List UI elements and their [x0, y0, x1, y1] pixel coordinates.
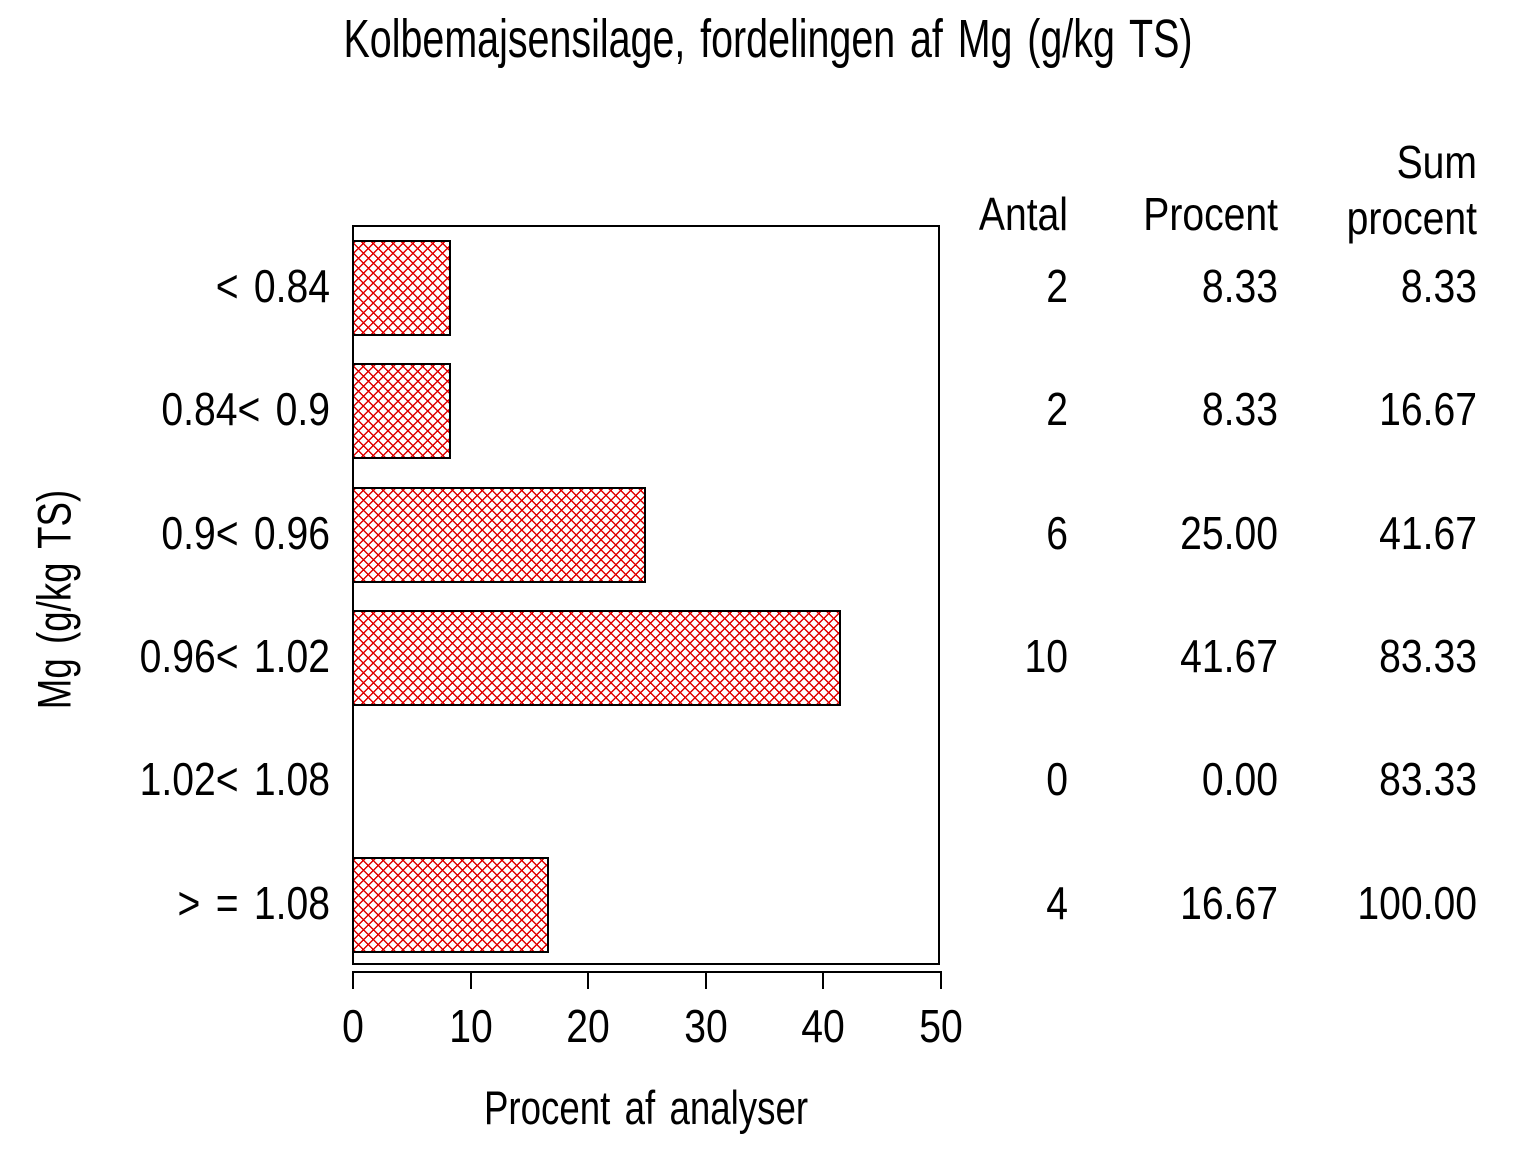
- bar-0.9-0.96: [354, 487, 646, 583]
- bar-band: [354, 227, 938, 350]
- cell-sum: 8.33: [1400, 260, 1477, 312]
- x-axis-tick: [587, 971, 589, 989]
- cell-antal: 4: [1046, 877, 1068, 929]
- category-label: 0.9< 0.96: [161, 507, 330, 559]
- category-label: 0.96< 1.02: [139, 630, 330, 682]
- cell-procent: 41.67: [1180, 630, 1278, 682]
- x-axis-tick-label: 50: [919, 1000, 963, 1052]
- x-axis-title: Procent af analyser: [483, 1081, 809, 1134]
- category-label: 1.02< 1.08: [139, 753, 330, 805]
- category-label: 0.84< 0.9: [161, 383, 330, 435]
- cell-antal: 6: [1046, 507, 1068, 559]
- table-row: 4 16.67 100.00: [0, 842, 1536, 965]
- cell-sum: 41.67: [1379, 507, 1477, 559]
- bar-band: [354, 844, 938, 967]
- header-sum-procent: Sum procent: [1256, 134, 1477, 244]
- cell-sum: 83.33: [1379, 630, 1477, 682]
- table-row: 2 8.33 16.67: [0, 348, 1536, 471]
- x-axis-tick: [470, 971, 472, 989]
- x-axis-tick-label: 10: [449, 1000, 493, 1052]
- x-axis-tick: [705, 971, 707, 989]
- cell-sum: 16.67: [1379, 383, 1477, 435]
- bar-band: [354, 474, 938, 597]
- bar-0.96-1.02: [354, 610, 841, 706]
- x-axis-tick: [352, 971, 354, 989]
- cell-procent: 8.33: [1201, 383, 1278, 435]
- bar-0.84-0.9: [354, 363, 452, 459]
- x-axis-tick-label: 30: [684, 1000, 728, 1052]
- x-axis-tick: [940, 971, 942, 989]
- cell-antal: 2: [1046, 383, 1068, 435]
- table-row: 2 8.33 8.33: [0, 225, 1536, 348]
- x-axis-tick: [822, 971, 824, 989]
- table-row: 10 41.67 83.33: [0, 595, 1536, 718]
- cell-antal: 2: [1046, 260, 1068, 312]
- bar-band: [354, 597, 938, 720]
- x-axis-tick-label: 20: [566, 1000, 610, 1052]
- cell-sum: 100.00: [1357, 877, 1477, 929]
- table-row: 0 0.00 83.33: [0, 718, 1536, 841]
- category-label: < 0.84: [215, 260, 330, 312]
- cell-procent: 8.33: [1201, 260, 1278, 312]
- category-label: > = 1.08: [177, 877, 330, 929]
- bar-lt-0.84: [354, 240, 452, 336]
- table-row: 6 25.00 41.67: [0, 472, 1536, 595]
- cell-antal: 0: [1046, 753, 1068, 805]
- cell-sum: 83.33: [1379, 753, 1477, 805]
- header-sum-line2: procent: [1346, 192, 1477, 244]
- bar-band: [354, 350, 938, 473]
- header-antal: Antal: [978, 188, 1068, 240]
- x-axis-tick-label: 0: [342, 1000, 364, 1052]
- x-axis-line: [352, 971, 942, 973]
- cell-procent: 16.67: [1180, 877, 1278, 929]
- header-procent: Procent: [1143, 188, 1278, 240]
- chart-title: Kolbemajsensilage, fordelingen af Mg (g/…: [343, 9, 1193, 69]
- cell-antal: 10: [1024, 630, 1068, 682]
- header-sum-line1: Sum: [1396, 136, 1477, 188]
- plot-area: [352, 225, 940, 965]
- cell-procent: 25.00: [1180, 507, 1278, 559]
- x-axis-tick-label: 40: [801, 1000, 845, 1052]
- cell-procent: 0.00: [1201, 753, 1278, 805]
- bar-gte-1.08: [354, 857, 549, 953]
